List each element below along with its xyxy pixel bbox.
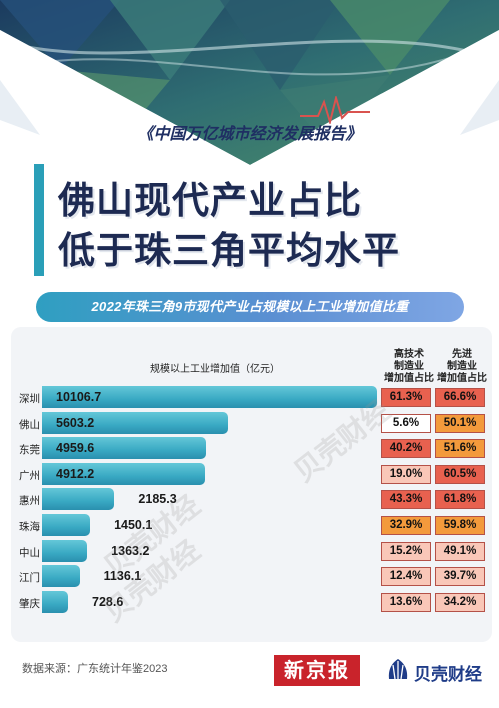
bar-value-label: 10106.7 [56,390,102,404]
city-label: 惠州 [19,495,40,508]
header-city-photo [0,0,499,165]
advanced-share-cell: 51.6% [435,439,485,459]
bar [42,462,205,485]
bar [42,590,68,613]
xinjingbao-logo: 新京报 [274,655,360,686]
report-series-title: 《中国万亿城市经济发展报告》 [137,124,362,143]
city-label: 珠海 [19,521,40,533]
hightech-share-cell: 13.6% [381,592,431,612]
advanced-column-header: 先进 制造业 增加值占比 [430,349,494,385]
advanced-share-cell: 66.6% [435,388,485,407]
advanced-share-cell: 60.5% [435,464,485,484]
chart-subtitle: 2022年珠三角9市现代产业占规模以上工业增加值比重 [36,292,464,322]
page-title-line-2: 低于珠三角平均水平 [58,229,400,272]
bar [42,539,88,562]
city-label: 深圳 [19,393,40,405]
bar [42,514,91,536]
advanced-header-line-3: 增加值占比 [437,373,487,384]
bar [42,437,207,460]
hightech-share-cell: 40.2% [381,439,431,459]
hightech-header-line-2: 制造业 [394,361,424,372]
bar-value-label: 1450.1 [114,518,153,532]
bar-value-label: 728.6 [92,594,124,609]
bar-value-label: 1136.1 [103,569,142,584]
shell-icon [388,659,408,680]
advanced-share-cell: 50.1% [435,413,485,433]
hightech-share-cell: 12.4% [381,567,431,587]
bar-value-label: 1363.2 [111,543,150,558]
bar-value-label: 4912.2 [56,466,95,481]
advanced-share-cell: 49.1% [435,541,485,561]
city-label: 江门 [19,572,40,585]
page-title-line-1: 佛山现代产业占比 [58,179,362,222]
hightech-share-cell: 43.3% [381,490,431,510]
advanced-header-line-1: 先进 [452,349,472,360]
bar [42,386,377,408]
beike-logo: 贝壳财经 [386,656,494,686]
hightech-share-cell: 5.6% [381,413,431,433]
bar-value-label: 5603.2 [56,415,95,430]
hightech-share-cell: 32.9% [381,516,431,535]
advanced-share-cell: 39.7% [435,567,485,587]
advanced-share-cell: 59.8% [435,516,485,535]
city-label: 肇庆 [19,597,40,610]
bar [42,488,115,511]
hightech-share-cell: 61.3% [381,388,431,407]
city-label: 佛山 [19,418,40,431]
heartbeat-icon [300,96,370,124]
hightech-header-line-1: 高技术 [394,349,424,360]
bar-value-label: 2185.3 [138,492,177,507]
city-label: 中山 [19,546,40,559]
city-label: 广州 [19,469,40,482]
city-label: 东莞 [19,444,40,457]
advanced-share-cell: 34.2% [435,592,485,612]
hightech-header-line-3: 增加值占比 [384,373,434,384]
advanced-header-line-2: 制造业 [447,361,477,372]
bar [42,565,80,588]
bar [42,411,228,434]
advanced-share-cell: 61.8% [435,490,485,510]
bar-value-label: 4959.6 [56,441,95,456]
title-accent-bar [34,164,44,276]
data-source-note: 数据来源：广东统计年鉴2023 [22,663,168,675]
beike-logo-text: 贝壳财经 [414,665,482,684]
hightech-column-header: 高技术 制造业 增加值占比 [377,349,441,385]
hightech-share-cell: 19.0% [381,464,431,484]
value-column-header: 规模以上工业增加值（亿元） [150,364,280,375]
hightech-share-cell: 15.2% [381,541,431,561]
